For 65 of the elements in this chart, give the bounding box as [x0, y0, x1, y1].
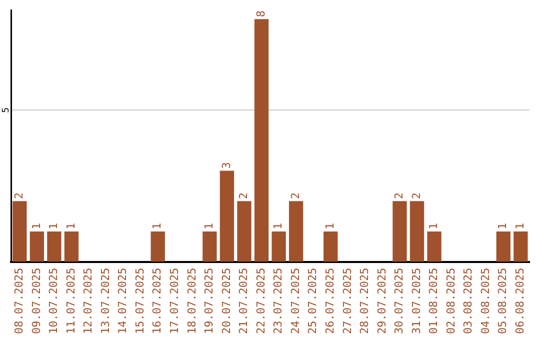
x-tick-label: 30.07.2025 [392, 268, 406, 334]
x-tick-label: 24.07.2025 [288, 268, 302, 334]
x-tick-label: 16.07.2025 [150, 268, 164, 334]
x-tick-label: 17.07.2025 [168, 268, 181, 334]
data-label: 1 [272, 222, 285, 230]
data-label: 1 [496, 222, 510, 230]
data-label: 1 [427, 222, 440, 230]
x-tick-label: 03.08.2025 [462, 268, 475, 334]
bar [410, 201, 424, 262]
bar [202, 231, 217, 262]
x-tick-label: 14.07.2025 [116, 268, 130, 334]
bar [64, 231, 79, 262]
x-tick-label: 25.07.2025 [306, 268, 320, 334]
bar [150, 231, 165, 262]
data-label: 1 [47, 222, 60, 230]
bar [30, 231, 44, 262]
x-tick-label: 11.07.2025 [64, 268, 78, 334]
x-tick-label: 18.07.2025 [185, 268, 198, 334]
data-label: 8 [254, 10, 268, 18]
x-tick-label: 23.07.2025 [272, 268, 285, 334]
x-tick-label: 10.07.2025 [47, 268, 60, 334]
bar [272, 231, 286, 262]
bar [427, 231, 442, 262]
bar [47, 231, 62, 262]
x-tick-label: 31.07.2025 [410, 268, 423, 334]
bar [496, 231, 510, 262]
x-tick-label: 28.07.2025 [358, 268, 372, 334]
data-label: 2 [392, 192, 406, 200]
x-tick-label: 26.07.2025 [323, 268, 336, 334]
bar [288, 201, 304, 262]
data-label: 2 [237, 192, 250, 200]
x-tick-label: 08.07.2025 [12, 268, 26, 334]
data-label: 1 [30, 222, 43, 230]
data-label: 1 [514, 222, 527, 230]
data-label: 2 [12, 192, 26, 200]
bar [237, 201, 252, 262]
bar [324, 231, 338, 262]
data-label: 1 [150, 222, 164, 230]
x-tick-label: 12.07.2025 [82, 268, 95, 334]
x-tick-label: 20.07.2025 [220, 268, 233, 334]
data-label: 3 [220, 162, 233, 169]
x-tick-label: 02.08.2025 [444, 268, 458, 334]
x-tick-label: 21.07.2025 [237, 268, 250, 334]
x-tick-label: 04.08.2025 [478, 268, 492, 334]
y-tick-label: 5 [1, 107, 12, 113]
bar [392, 201, 407, 262]
x-tick-label: 06.08.2025 [514, 268, 527, 334]
x-tick-label: 15.07.2025 [133, 268, 146, 334]
data-label: 2 [410, 192, 423, 200]
x-tick-label: 19.07.2025 [202, 268, 216, 334]
x-tick-label: 09.07.2025 [30, 268, 43, 334]
x-tick-label: 29.07.2025 [375, 268, 388, 334]
bar [12, 201, 27, 262]
data-label: 2 [288, 192, 302, 200]
x-tick-label: 27.07.2025 [340, 268, 354, 334]
x-tick-label: 01.08.2025 [427, 268, 440, 334]
x-tick-label: 13.07.2025 [98, 268, 112, 334]
data-label: 1 [202, 222, 216, 230]
bar [514, 231, 528, 262]
bar [220, 170, 234, 262]
x-tick-label: 22.07.2025 [254, 268, 268, 334]
x-tick-label: 05.08.2025 [496, 268, 510, 334]
bar [254, 19, 269, 262]
data-label: 1 [64, 222, 78, 230]
data-label: 1 [323, 222, 336, 230]
